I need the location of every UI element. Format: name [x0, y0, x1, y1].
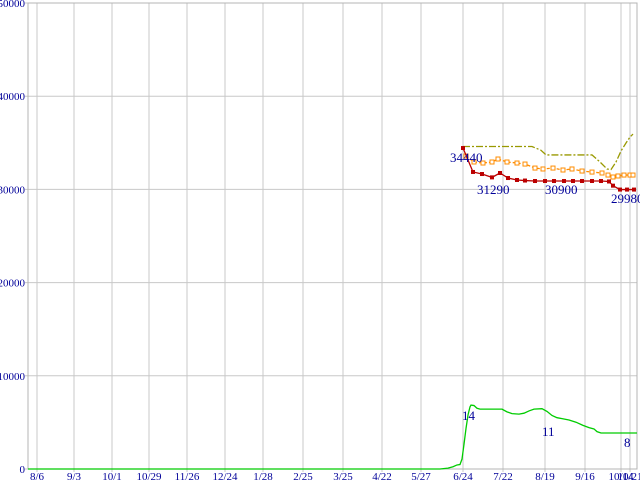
x-tick-label: 11/26 [175, 471, 200, 480]
marker-orange-dashed-squares [630, 172, 636, 178]
marker-orange-dashed-squares [589, 169, 595, 175]
x-tick-label: 10/14 [608, 471, 634, 480]
x-tick-label: 2/25 [293, 471, 313, 480]
marker-red-solid-squares [515, 177, 519, 182]
marker-orange-dashed-squares [579, 168, 585, 174]
y-tick-label: 30000 [0, 184, 26, 196]
value-label: 14 [462, 408, 476, 423]
x-tick-label: 8/6 [30, 471, 45, 480]
marker-red-solid-squares [543, 179, 547, 184]
value-label: 8 [624, 435, 631, 450]
marker-orange-dashed-squares [599, 170, 605, 176]
y-tick-label: 10000 [0, 371, 26, 383]
y-tick-label: 50000 [0, 0, 26, 10]
x-tick-label: 10/21 [617, 471, 640, 480]
marker-red-solid-squares [625, 187, 629, 192]
marker-orange-dashed-squares [489, 159, 495, 165]
marker-orange-dashed-squares [532, 165, 538, 171]
series-olive-dashdot-line [463, 133, 634, 171]
marker-red-solid-squares [618, 187, 622, 192]
marker-orange-dashed-squares [605, 172, 611, 178]
marker-red-solid-squares [506, 176, 510, 181]
x-tick-label: 6/24 [453, 471, 473, 480]
x-tick-label: 5/27 [411, 471, 431, 480]
y-tick-label: 40000 [0, 91, 26, 103]
marker-red-solid-squares [533, 179, 537, 184]
marker-orange-dashed-squares [471, 159, 477, 165]
x-tick-label: 3/25 [333, 471, 353, 480]
marker-orange-dashed-squares [504, 159, 510, 165]
marker-red-solid-squares [607, 179, 611, 184]
marker-red-solid-squares [590, 179, 594, 184]
x-tick-label: 1/28 [253, 471, 273, 480]
x-tick-label: 8/19 [535, 471, 555, 480]
x-tick-label: 10/1 [102, 471, 122, 480]
marker-red-solid-squares [471, 169, 475, 174]
marker-red-solid-squares [580, 179, 584, 184]
value-label: 34440 [450, 150, 483, 165]
marker-orange-dashed-squares [522, 161, 528, 167]
marker-orange-dashed-squares [610, 174, 616, 180]
marker-orange-dashed-squares [540, 166, 546, 172]
marker-red-solid-squares [599, 179, 603, 184]
value-label: 30900 [545, 182, 578, 197]
marker-red-solid-squares [498, 170, 502, 175]
marker-red-solid-squares [571, 179, 575, 184]
marker-red-solid-squares [461, 146, 465, 151]
value-label: 11 [542, 424, 555, 439]
marker-orange-dashed-squares [621, 172, 627, 178]
marker-orange-dashed-squares [569, 166, 575, 172]
marker-red-solid-squares [480, 172, 484, 177]
marker-red-solid-squares [552, 179, 556, 184]
value-label: 29980 [611, 191, 640, 206]
x-tick-label: 12/24 [212, 471, 238, 480]
marker-orange-dashed-squares [480, 160, 486, 166]
plot-border [27, 2, 638, 470]
value-label: 31290 [477, 182, 510, 197]
marker-red-solid-squares [632, 187, 636, 192]
y-tick-label: 0 [20, 464, 26, 476]
marker-orange-dashed-squares [514, 160, 520, 166]
marker-orange-dashed-squares [615, 173, 621, 179]
x-tick-label: 7/22 [493, 471, 513, 480]
x-tick-label: 10/29 [136, 471, 162, 480]
marker-red-solid-squares [611, 183, 615, 188]
marker-orange-dashed-squares [550, 165, 556, 171]
marker-red-solid-squares [523, 178, 527, 183]
marker-orange-dashed-squares [495, 156, 501, 162]
marker-orange-dashed-squares [560, 167, 566, 173]
x-tick-label: 9/3 [67, 471, 82, 480]
x-tick-label: 4/22 [372, 471, 392, 480]
marker-red-solid-squares [490, 175, 494, 180]
marker-red-solid-squares [562, 179, 566, 184]
y-tick-label: 20000 [0, 278, 26, 290]
series-green-solid-line [28, 404, 637, 470]
x-tick-label: 9/16 [575, 471, 595, 480]
